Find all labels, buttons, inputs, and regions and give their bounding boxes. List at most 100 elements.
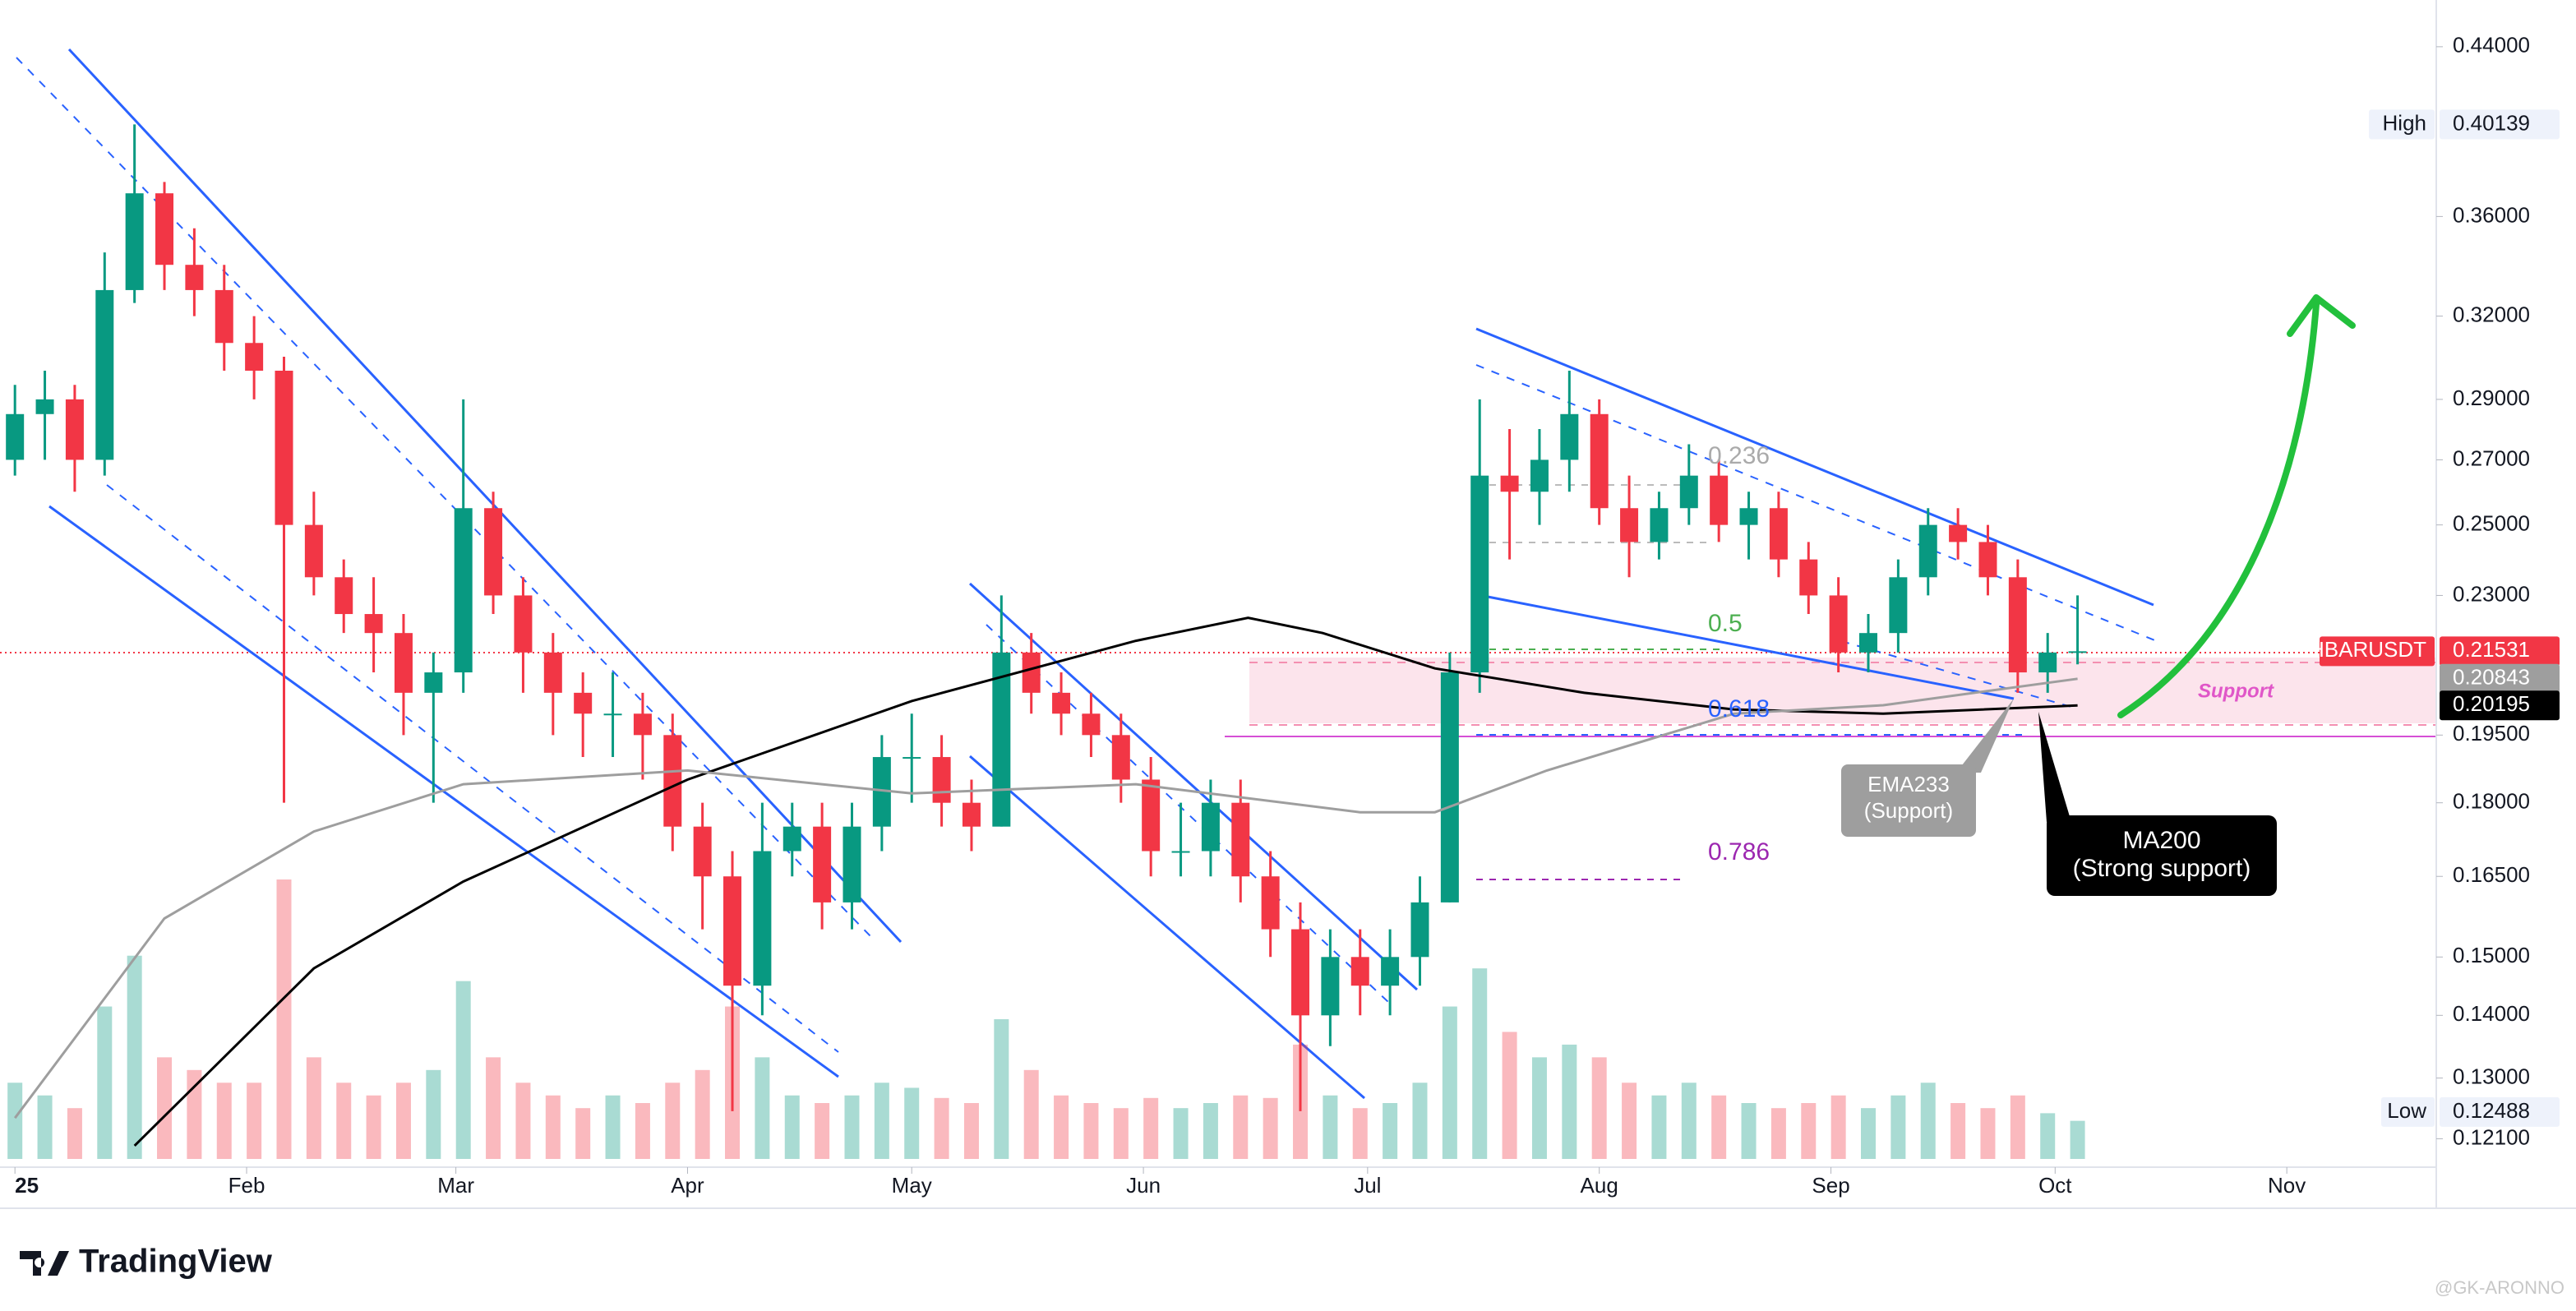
y-tick-label: 0.14000: [2453, 1001, 2530, 1026]
volume-bar: [755, 1057, 770, 1159]
volume-bar: [1741, 1103, 1757, 1159]
candle-body: [484, 508, 503, 596]
price-badge-label: 0.20195: [2453, 691, 2530, 716]
volume-bar: [1442, 1006, 1457, 1159]
volume-bar: [1651, 1095, 1667, 1159]
candle-body: [65, 399, 84, 460]
candle-body: [215, 289, 233, 344]
volume-bar: [904, 1087, 920, 1159]
volume-bar: [486, 1057, 501, 1159]
candle-body: [155, 193, 174, 265]
volume-bar: [695, 1069, 710, 1159]
x-tick-label: Apr: [671, 1173, 704, 1198]
volume-bar: [1681, 1082, 1697, 1159]
candle-body: [663, 735, 682, 827]
volume-bar: [1502, 1032, 1517, 1159]
candle-body: [335, 577, 353, 615]
marks: [6, 124, 2087, 1159]
volume-bar: [934, 1097, 949, 1159]
volume-bar: [67, 1108, 82, 1159]
name-badge-label: Low: [2387, 1098, 2426, 1123]
volume-bar: [844, 1095, 860, 1159]
volume-bar: [306, 1057, 321, 1159]
x-tick-label: Sep: [1812, 1173, 1849, 1198]
candle-body: [1321, 957, 1340, 1016]
callout-pointer: [1956, 699, 2014, 773]
volume-bar: [1383, 1103, 1398, 1159]
candle-body: [603, 713, 622, 716]
candle-body: [1769, 508, 1788, 560]
volume-bar: [426, 1069, 441, 1159]
drawings: [0, 48, 2436, 1100]
volume-bar: [276, 879, 292, 1159]
price-badge: [2440, 690, 2560, 721]
price-badge: [2440, 663, 2560, 694]
name-badge-label: HBARUSDT: [2309, 637, 2426, 662]
candle-body: [1889, 577, 1908, 634]
arrow: [2117, 301, 2320, 718]
candle-body: [1620, 508, 1639, 542]
volume-bar: [1562, 1044, 1577, 1159]
name-badge: [2381, 1096, 2435, 1127]
channel-line: [968, 582, 1419, 991]
price-badge-label: 0.12488: [2453, 1098, 2530, 1123]
y-tick-label: 0.25000: [2453, 511, 2530, 536]
price-badge-label: 0.40139: [2453, 110, 2530, 135]
annotations: 0.236 0.5 0.618 0.786 Support EMA233 (Su…: [1708, 294, 2356, 896]
volume-bar: [2070, 1120, 2085, 1159]
logo-icon: [20, 1251, 69, 1276]
channel-line: [969, 755, 1365, 1100]
candle-body: [424, 672, 443, 693]
x-tick-label: Mar: [437, 1173, 474, 1198]
fib-label: 0.236: [1708, 442, 1770, 469]
candle-body: [574, 692, 593, 714]
candle-body: [1470, 475, 1489, 673]
volume-bar: [1861, 1108, 1877, 1159]
moving-average: [133, 616, 2078, 1147]
candle-body: [1171, 851, 1190, 853]
candle-body: [35, 399, 54, 414]
price-axis: [2436, 0, 2576, 1208]
candle-body: [514, 595, 533, 653]
volume-bar: [605, 1095, 621, 1159]
candle-body: [1859, 633, 1878, 653]
volume-bar: [366, 1095, 381, 1159]
candle-body: [1739, 508, 1758, 525]
price-badge-label: 0.20843: [2453, 665, 2530, 690]
candle-body: [1410, 902, 1429, 958]
price-badge-label: 0.21531: [2453, 637, 2530, 662]
candle-body: [633, 713, 652, 736]
volume-bar: [1263, 1097, 1278, 1159]
channel-mids: [16, 57, 2158, 1053]
name-badge: [2369, 109, 2435, 140]
candle-body: [1381, 957, 1400, 986]
channel-line: [1475, 327, 2154, 607]
candle-body: [1530, 459, 1549, 492]
candle-body: [903, 757, 921, 759]
volume-bar: [1083, 1103, 1099, 1159]
callout: [2047, 815, 2277, 896]
candle-body: [962, 802, 981, 827]
volume-bar: [247, 1082, 262, 1159]
candle-body: [394, 633, 413, 693]
candle-body: [1111, 735, 1130, 780]
volume-bar: [97, 1006, 113, 1159]
volume-bar: [127, 955, 142, 1159]
y-tick-label: 0.16500: [2453, 862, 2530, 887]
candle-body: [1829, 595, 1848, 653]
volume-bar: [815, 1103, 830, 1159]
volume-bar: [545, 1095, 561, 1159]
candle-body: [782, 826, 801, 852]
volume-bar: [187, 1069, 202, 1159]
candle-body: [1022, 652, 1041, 693]
y-tick-label: 0.23000: [2453, 581, 2530, 606]
candle-body: [1590, 413, 1609, 509]
y-tick-label: 0.27000: [2453, 445, 2530, 470]
moving-average: [13, 677, 2078, 1119]
candle-body: [1350, 957, 1369, 986]
candle-body: [1440, 672, 1459, 902]
channel-mid: [1475, 364, 2158, 642]
volume-bar: [1980, 1108, 1996, 1159]
callout-text: EMA233: [1867, 772, 1950, 796]
volume-bar: [994, 1019, 1009, 1159]
